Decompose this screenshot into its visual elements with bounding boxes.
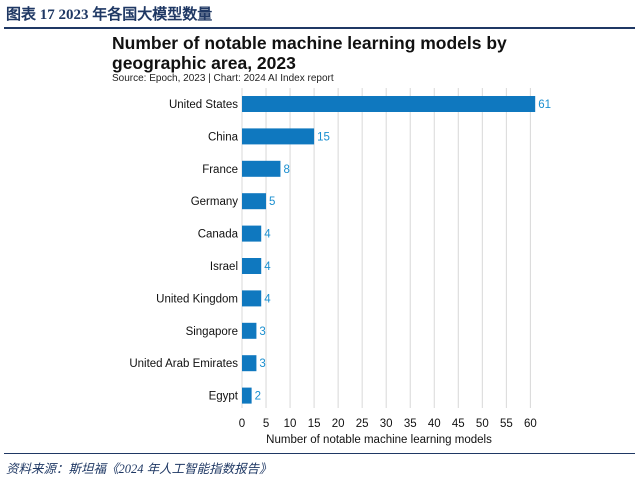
x-tick-label: 60	[524, 418, 537, 430]
chart-subtitle: Source: Epoch, 2023 | Chart: 2024 AI Ind…	[112, 73, 334, 84]
bar	[242, 193, 267, 210]
category-label: Singapore	[186, 326, 238, 338]
x-tick-label: 40	[428, 418, 441, 430]
value-label: 4	[264, 293, 271, 305]
x-tick-label: 35	[404, 418, 417, 430]
bars	[242, 96, 536, 404]
category-label: China	[208, 131, 239, 143]
x-tick-label: 25	[356, 418, 369, 430]
bar	[242, 160, 281, 177]
figure-caption: 图表 17 2023 年各国大模型数量	[6, 7, 213, 23]
x-axis-title: Number of notable machine learning model…	[266, 434, 492, 446]
bar	[242, 387, 252, 404]
gridlines	[241, 88, 531, 408]
x-tick-label: 20	[332, 418, 345, 430]
category-label: Egypt	[209, 391, 239, 403]
x-tick-label: 30	[380, 418, 393, 430]
x-tick-label: 10	[284, 418, 297, 430]
bar	[242, 322, 257, 339]
bar	[242, 96, 536, 112]
value-label: 3	[259, 358, 265, 370]
value-label: 61	[538, 99, 551, 111]
source-divider	[4, 453, 635, 454]
x-tick-label: 50	[476, 418, 489, 430]
x-tick-label: 55	[500, 418, 513, 430]
category-labels: United States China France Germany Canada Isr…	[129, 99, 238, 403]
value-label: 4	[264, 229, 271, 241]
bar	[242, 355, 257, 372]
category-label: Germany	[191, 196, 239, 208]
bar	[242, 225, 262, 242]
value-label: 8	[283, 164, 289, 176]
x-tick-label: 15	[308, 418, 321, 430]
chart-title: Number of notable machine learning model…	[112, 33, 507, 73]
caption-divider	[4, 27, 635, 29]
bar	[242, 258, 262, 274]
x-tick-label: 5	[263, 418, 269, 430]
x-tick-label: 45	[452, 418, 465, 430]
category-label: Israel	[210, 261, 238, 273]
bar	[242, 128, 315, 145]
bar	[242, 290, 262, 307]
category-label: France	[202, 164, 238, 176]
source-note: 资料来源：斯坦福《2024 年人工智能指数报告》	[6, 462, 272, 476]
value-label: 2	[255, 391, 261, 403]
category-label: United Kingdom	[156, 293, 238, 305]
category-label: United Arab Emirates	[129, 358, 238, 370]
category-label: United States	[169, 99, 238, 111]
value-label: 4	[264, 261, 271, 273]
value-labels: 61 15 8 5 4 4 4 3 3 2	[255, 99, 551, 403]
value-label: 15	[317, 131, 330, 143]
value-label: 5	[269, 196, 275, 208]
category-label: Canada	[198, 229, 239, 241]
x-tick-label: 0	[239, 418, 245, 430]
x-tick-labels: 0 5 10 15 20 25 30 35 40 45 50 55 60	[239, 418, 537, 430]
value-label: 3	[259, 326, 265, 338]
